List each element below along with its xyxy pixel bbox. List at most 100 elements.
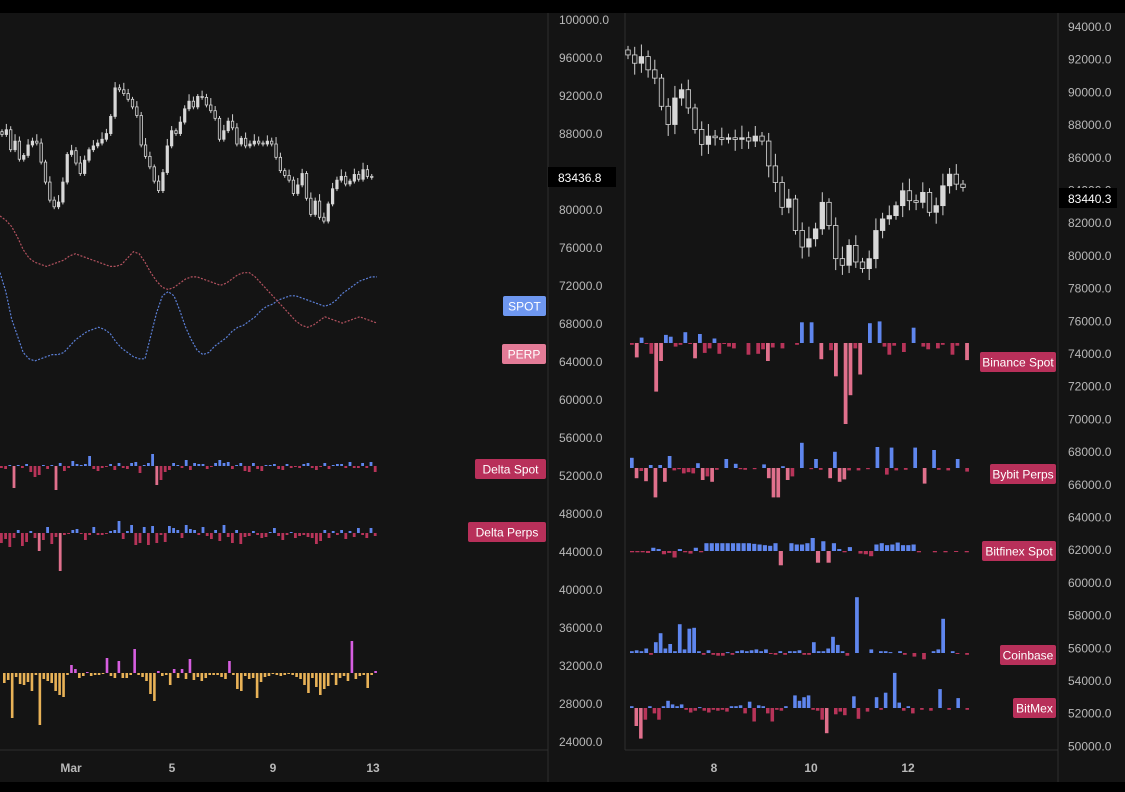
binance-spot-bar (887, 343, 892, 355)
bybit-perps-bar (809, 468, 814, 470)
bitmex-bar (902, 708, 906, 711)
bitmex-bar (752, 708, 756, 722)
delta-total-bar (164, 673, 168, 675)
right-x-tick-label: 12 (901, 761, 915, 775)
perp-tag (502, 344, 546, 364)
delta-perps-bar (294, 533, 297, 538)
left-candle (170, 130, 174, 147)
delta-spot-bar (88, 456, 91, 466)
right-candle (719, 137, 725, 140)
delta-total-bar (3, 673, 6, 683)
coinbase-bar (744, 651, 749, 653)
delta-perps-bar (29, 531, 33, 533)
delta-perps-bar (235, 530, 238, 533)
delta-perps-bar (310, 533, 314, 538)
bybit-perps-bar (818, 468, 823, 470)
delta-perps-bar (121, 533, 125, 539)
coinbase-bar (936, 649, 941, 653)
bitmex-bar (666, 700, 670, 708)
left-candle (204, 96, 209, 106)
left-candle (283, 170, 287, 176)
delta-perps-bar (109, 531, 112, 533)
left-candle (274, 143, 278, 158)
bybit-perps-bar (955, 459, 960, 468)
delta-perps-bar (319, 533, 322, 541)
bybit-perps-bar (715, 468, 719, 470)
left-candle (235, 127, 239, 145)
delta-perps-bar (243, 533, 247, 537)
delta-total-bar (74, 669, 77, 673)
left-candle (326, 203, 330, 222)
delta-total-bar (208, 673, 211, 675)
bitmex-bar (643, 708, 648, 720)
left-candle (361, 169, 365, 180)
binance-spot-bar (853, 343, 858, 349)
delta-total-bar (303, 673, 306, 685)
right-candle (732, 137, 738, 140)
left-candle (161, 172, 165, 192)
delta-total-bar (354, 673, 358, 679)
delta-perps-bar (117, 521, 121, 533)
right-candle (672, 97, 678, 125)
coinbase-bar (797, 650, 802, 653)
right-candle (752, 135, 758, 142)
left-candle (139, 115, 143, 146)
right-y-tick-label: 90000.0 (1068, 85, 1112, 99)
delta-spot-bar (46, 466, 49, 469)
delta-spot-bar (155, 466, 159, 485)
delta-total-bar (275, 673, 279, 675)
right-y-tick-label: 94000.0 (1068, 20, 1112, 34)
coinbase-bar (768, 653, 773, 654)
left-y-tick-label: 88000.0 (559, 127, 603, 141)
delta-spot-bar (256, 466, 259, 469)
binance-spot-bar (965, 343, 969, 361)
delta-perps-bar (84, 533, 87, 540)
right-candlestick-series (625, 44, 966, 281)
bitmex-bar (874, 697, 879, 708)
left-candle (9, 129, 13, 151)
delta-total-bar (125, 673, 129, 678)
left-candle (52, 199, 56, 208)
left-candle (330, 188, 335, 205)
delta-perps-bar (159, 533, 163, 535)
bybit-perps-bar (771, 468, 776, 498)
left-candle (322, 216, 326, 222)
delta-spot-bar (369, 462, 373, 466)
delta-perps-bar (25, 533, 28, 542)
delta-total-bar (22, 673, 26, 685)
binance-spot-bar (911, 327, 916, 343)
left-candlestick-series (0, 82, 374, 224)
delta-spot-bar (361, 463, 364, 466)
bybit-perps-bar (781, 466, 785, 468)
delta-perps-bar (0, 533, 3, 543)
delta-perps-bar (239, 533, 243, 544)
delta-total-bar (161, 673, 164, 676)
delta-total-bar (18, 673, 22, 684)
bybit-perps-bar (800, 442, 804, 468)
bitmex-bar (920, 708, 924, 710)
right-y-tick-label: 56000.0 (1068, 641, 1112, 655)
delta-total-bar (184, 673, 188, 679)
delta-perps-bar (302, 533, 306, 535)
delta-spot-bar (205, 466, 209, 469)
delta-spot-bar (277, 466, 280, 469)
bitmex-bar (906, 706, 911, 708)
left-candle (365, 169, 370, 177)
bybit-perps-bar (936, 468, 941, 470)
coinbase-bar (869, 649, 874, 653)
delta-total-bar (105, 658, 109, 673)
bybit-perps-bar (856, 468, 861, 471)
left-candle (217, 117, 222, 140)
delta-perps-bar (365, 533, 369, 538)
bybit-perps-bar (691, 468, 696, 474)
bybit-perps-bar (752, 468, 757, 470)
left-candle (13, 140, 17, 151)
delta-spot-bar (92, 466, 96, 469)
delta-spot-bar (33, 466, 37, 477)
delta-perps-bar (340, 530, 343, 533)
bybit-perps-bar (946, 468, 951, 471)
delta-perps-bar (71, 530, 75, 533)
delta-total-bar (374, 671, 377, 673)
left-candle (39, 142, 43, 163)
delta-perps-bar (348, 531, 352, 533)
